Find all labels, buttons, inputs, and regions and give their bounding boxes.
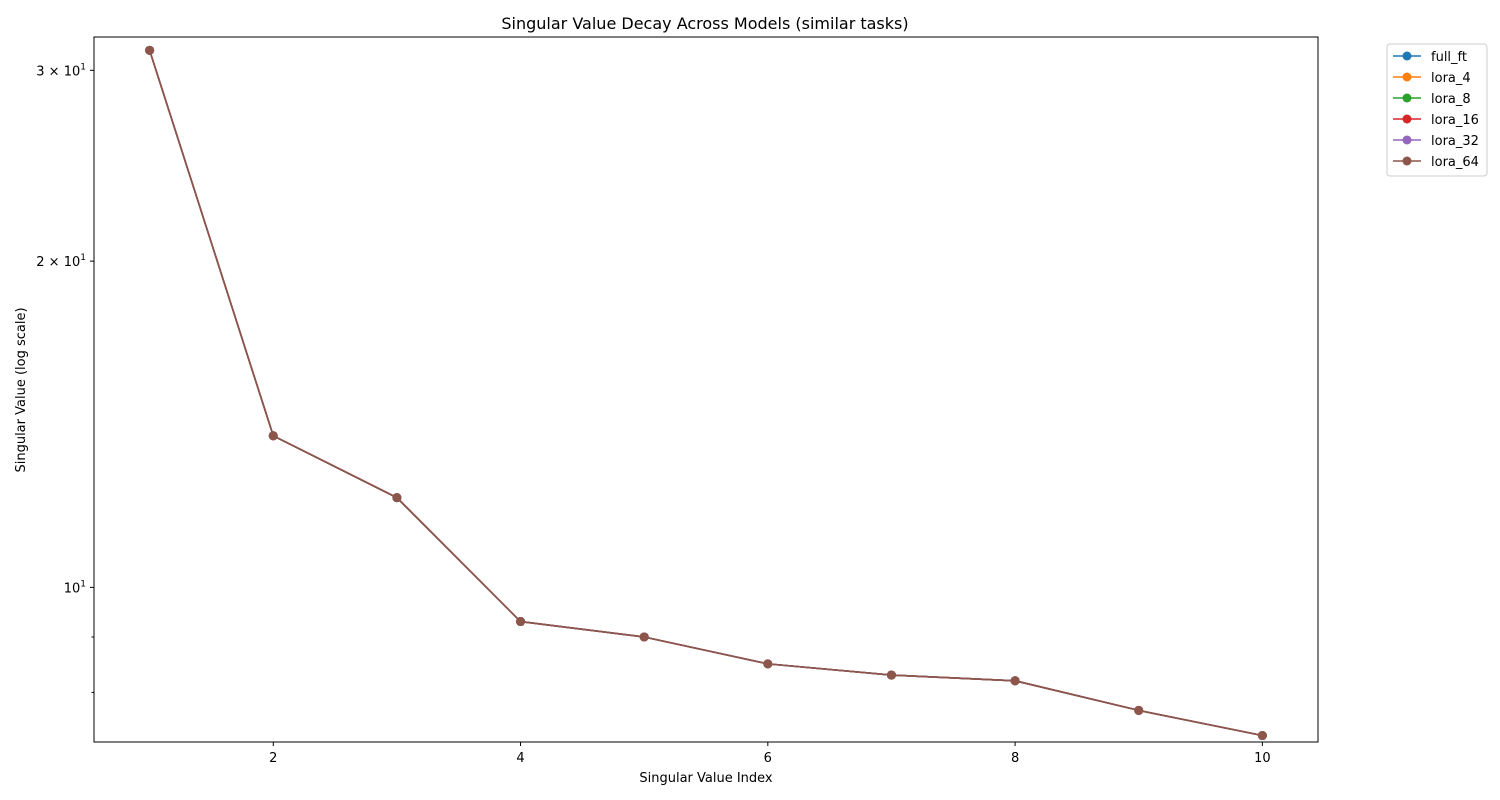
legend-marker — [1402, 93, 1412, 103]
legend-label: lora_4 — [1431, 71, 1471, 86]
legend-marker — [1402, 51, 1412, 61]
data-point — [392, 493, 402, 503]
plot-area — [94, 37, 1318, 742]
y-tick-label-exp: 1 — [80, 62, 86, 72]
y-tick-label-mult: 3 × — [36, 64, 63, 79]
series-lora-64 — [145, 45, 1267, 741]
y-tick-label-exp: 1 — [80, 579, 86, 589]
legend-item: lora_32 — [1393, 134, 1479, 149]
x-tick-label: 10 — [1254, 751, 1271, 766]
legend-marker — [1402, 135, 1412, 145]
legend-item: lora_16 — [1393, 113, 1479, 128]
data-point — [639, 632, 649, 642]
data-point — [1010, 676, 1020, 686]
y-tick-label: 3 × 101 — [36, 62, 86, 79]
x-tick-label: 6 — [764, 751, 772, 766]
legend-label: lora_16 — [1431, 113, 1479, 128]
x-axis-ticks: 2 4 6 8 10 — [269, 742, 1271, 766]
data-point — [763, 659, 773, 669]
legend-item: lora_8 — [1393, 92, 1471, 107]
y-axis-label: Singular Value (log scale) — [14, 307, 29, 472]
legend-label: lora_64 — [1431, 155, 1479, 170]
x-tick-label: 2 — [269, 751, 277, 766]
legend-marker — [1402, 114, 1412, 124]
x-tick-label: 4 — [516, 751, 524, 766]
legend-label: lora_32 — [1431, 134, 1479, 149]
data-point — [516, 617, 526, 627]
data-point — [1134, 705, 1144, 715]
legend: full_ft lora_4 lora_8 lora_16 lora_32 lora_64 — [1386, 43, 1488, 177]
legend-marker — [1402, 156, 1412, 166]
legend-item: full_ft — [1393, 50, 1467, 65]
data-point — [1257, 731, 1267, 741]
y-tick-label-exp: 1 — [80, 253, 86, 263]
plot-frame — [93, 36, 1319, 743]
data-point — [145, 45, 155, 55]
y-tick-label-base: 10 — [64, 64, 81, 79]
legend-label: full_ft — [1431, 50, 1467, 65]
legend-label: lora_8 — [1431, 92, 1471, 107]
legend-marker — [1402, 72, 1412, 82]
y-tick-label-base: 10 — [64, 581, 81, 596]
data-point — [886, 670, 896, 680]
y-tick-label: 2 × 101 — [36, 253, 86, 270]
x-axis-label: Singular Value Index — [639, 771, 773, 786]
series-line — [148, 50, 1263, 737]
legend-item: lora_4 — [1393, 71, 1471, 86]
x-tick-label: 8 — [1011, 751, 1019, 766]
y-tick-label-mult: 2 × — [36, 255, 63, 270]
data-point — [268, 431, 278, 441]
chart-title: Singular Value Decay Across Models (simi… — [501, 14, 908, 33]
legend-item: lora_64 — [1393, 155, 1479, 170]
y-tick-label: 101 — [64, 579, 86, 596]
y-tick-label-base: 10 — [64, 255, 81, 270]
series-layer — [145, 45, 1267, 741]
